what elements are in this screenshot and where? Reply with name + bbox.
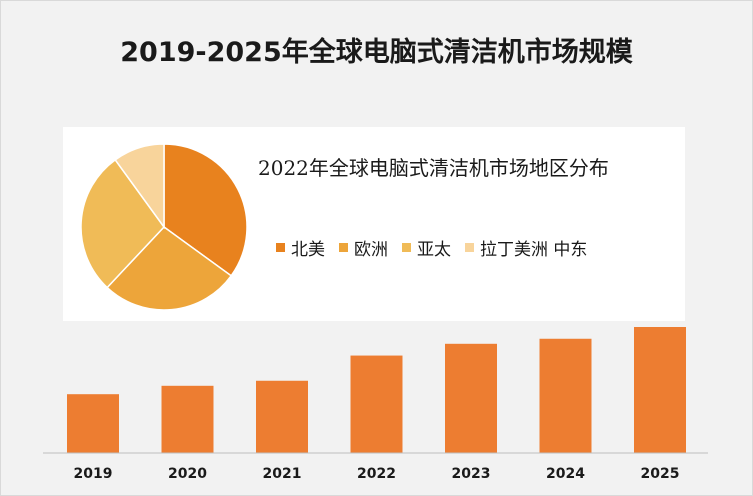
pie-slice-2 — [80, 158, 165, 289]
bar-2024 — [539, 338, 592, 453]
legend-swatch — [339, 243, 348, 252]
legend-swatch — [465, 243, 474, 252]
legend-label: 拉丁美洲 中东 — [480, 240, 588, 260]
x-tick-label: 2025 — [641, 466, 680, 482]
legend-item-latam-mideast: 拉丁美洲 中东 — [465, 235, 587, 260]
pie-slice-0 — [163, 143, 248, 277]
pie-slice-1 — [106, 226, 233, 311]
x-tick-label: 2021 — [263, 466, 302, 482]
bar-2019 — [67, 394, 119, 453]
bar-2022 — [350, 355, 403, 453]
x-tick-label: 2019 — [74, 466, 113, 482]
x-axis-ticks: 2019 2020 2021 2022 2023 2024 2025 — [74, 466, 680, 482]
legend-swatch — [276, 243, 285, 252]
pie-slice-3 — [114, 143, 165, 230]
x-tick-label: 2020 — [168, 466, 207, 482]
pie-title: 2022年全球电脑式清洁机市场地区分布 — [258, 156, 609, 180]
x-tick-label: 2023 — [452, 466, 491, 482]
legend-swatch — [402, 243, 411, 252]
legend-label: 欧洲 — [354, 240, 388, 260]
x-tick-label: 2024 — [546, 466, 585, 482]
x-tick-label: 2022 — [357, 466, 396, 482]
legend-label: 亚太 — [417, 240, 451, 260]
bar-chart — [67, 327, 686, 453]
bar-2021 — [256, 380, 308, 453]
legend-item-asia-pacific: 亚太 — [402, 235, 451, 260]
chart-title: 2019-2025年全球电脑式清洁机市场规模 — [120, 37, 633, 68]
bar-2023 — [445, 343, 497, 453]
pie-legend: 北美 欧洲 亚太 拉丁美洲 中东 — [276, 235, 601, 260]
legend-item-north-america: 北美 — [276, 235, 325, 260]
bar-2025 — [634, 327, 686, 453]
legend-label: 北美 — [291, 240, 325, 260]
pie-chart — [80, 143, 248, 311]
legend-item-europe: 欧洲 — [339, 235, 388, 260]
bar-2020 — [161, 385, 214, 453]
